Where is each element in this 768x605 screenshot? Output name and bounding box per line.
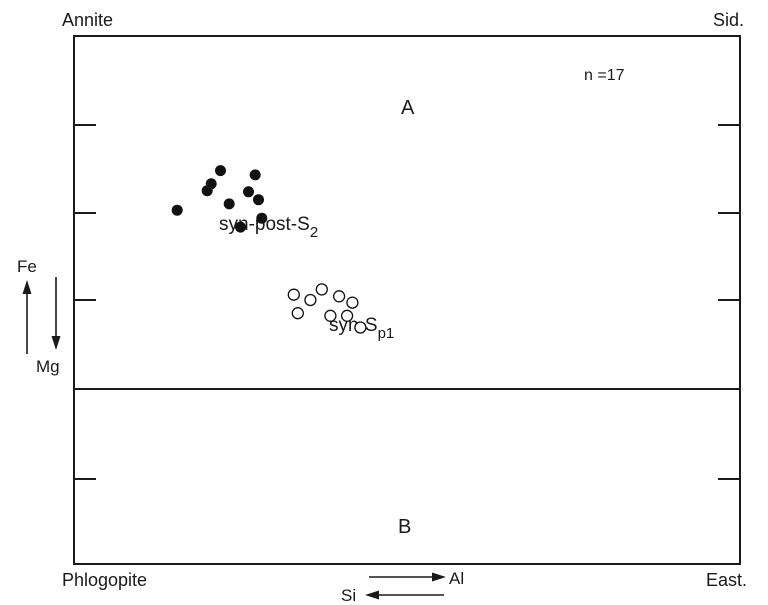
- corner-label-phlogopite: Phlogopite: [62, 570, 147, 590]
- fe-mg-indicator: Fe Mg: [17, 257, 61, 376]
- series-label-main: syn-S: [329, 315, 378, 336]
- corner-label-eastonite: East.: [706, 570, 747, 590]
- series-label-subscript: p1: [378, 325, 395, 342]
- syn-sp1-point: [354, 321, 367, 334]
- syn-post-s2-point: [249, 169, 261, 181]
- al-label: Al: [449, 569, 464, 588]
- mg-label: Mg: [36, 357, 60, 376]
- syn-post-s2-point: [256, 212, 268, 224]
- al-arrow-head: [432, 572, 446, 582]
- syn-post-s2-point: [243, 186, 254, 198]
- sample-count-annotation: n =17: [584, 67, 625, 84]
- left-tick-marks: [74, 124, 96, 480]
- syn-sp1-point: [287, 288, 300, 301]
- si-arrow-head: [365, 590, 379, 600]
- field-label-a: A: [401, 97, 415, 119]
- syn-sp1-point: [324, 309, 337, 322]
- al-si-indicator: Al Si: [341, 569, 464, 605]
- syn-sp1-point: [291, 307, 304, 320]
- syn-sp1-point: [315, 283, 328, 296]
- syn-sp1-point: [332, 290, 346, 303]
- mg-arrow-head: [51, 336, 61, 350]
- fe-label: Fe: [17, 257, 37, 276]
- corner-label-siderophyllite: Sid.: [713, 10, 744, 30]
- fe-arrow-head: [22, 280, 32, 294]
- data-points-layer: [171, 165, 367, 334]
- right-tick-marks: [718, 124, 740, 480]
- corner-label-annite: Annite: [62, 10, 113, 30]
- syn-post-s2-point: [171, 204, 183, 216]
- syn-post-s2-point: [223, 198, 235, 210]
- si-label: Si: [341, 586, 356, 605]
- syn-sp1-point: [346, 296, 359, 309]
- syn-post-s2-point: [253, 194, 264, 206]
- syn-post-s2-point: [201, 185, 213, 197]
- series-label-syn-post-s2: syn-post-S2: [219, 214, 318, 241]
- syn-sp1-point: [304, 293, 317, 307]
- syn-post-s2-point: [235, 221, 246, 233]
- series-label-subscript: 2: [310, 224, 318, 241]
- field-label-b: B: [398, 516, 411, 538]
- syn-post-s2-point: [215, 165, 226, 177]
- syn-sp1-point: [340, 309, 354, 322]
